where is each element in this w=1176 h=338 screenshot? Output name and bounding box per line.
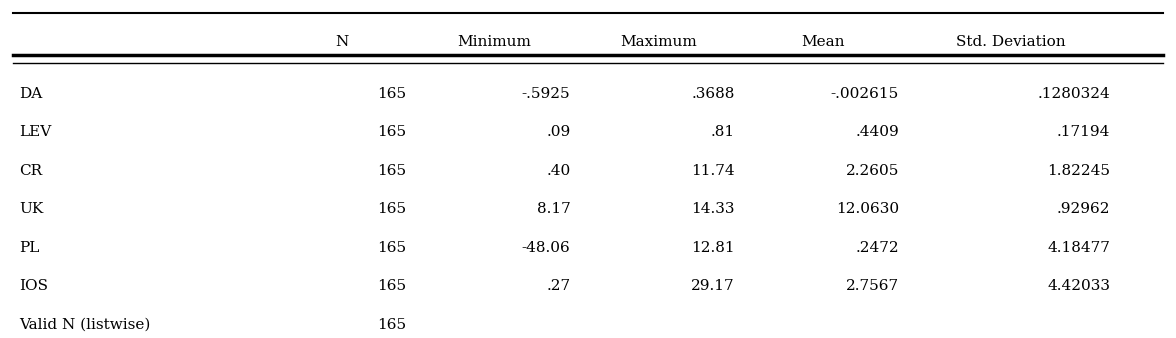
Text: 165: 165 [377,87,406,101]
Text: CR: CR [19,164,42,178]
Text: .40: .40 [546,164,570,178]
Text: -.002615: -.002615 [830,87,898,101]
Text: Mean: Mean [801,34,844,49]
Text: Std. Deviation: Std. Deviation [956,34,1065,49]
Text: 12.81: 12.81 [691,241,735,255]
Text: 29.17: 29.17 [691,279,735,293]
Text: Maximum: Maximum [620,34,696,49]
Text: 1.82245: 1.82245 [1047,164,1110,178]
Text: .4409: .4409 [855,125,898,139]
Text: DA: DA [19,87,42,101]
Text: .3688: .3688 [691,87,735,101]
Text: 165: 165 [377,279,406,293]
Text: 11.74: 11.74 [691,164,735,178]
Text: 2.2605: 2.2605 [846,164,898,178]
Text: .92962: .92962 [1056,202,1110,216]
Text: .2472: .2472 [855,241,898,255]
Text: 2.7567: 2.7567 [846,279,898,293]
Text: LEV: LEV [19,125,52,139]
Text: .09: .09 [546,125,570,139]
Text: 165: 165 [377,241,406,255]
Text: 165: 165 [377,318,406,332]
Text: 4.18477: 4.18477 [1047,241,1110,255]
Text: .81: .81 [710,125,735,139]
Text: -48.06: -48.06 [522,241,570,255]
Text: Valid N (listwise): Valid N (listwise) [19,318,151,332]
Text: 8.17: 8.17 [536,202,570,216]
Text: .17194: .17194 [1057,125,1110,139]
Text: .1280324: .1280324 [1037,87,1110,101]
Text: .27: .27 [547,279,570,293]
Text: UK: UK [19,202,44,216]
Text: 4.42033: 4.42033 [1047,279,1110,293]
Text: -.5925: -.5925 [522,87,570,101]
Text: 14.33: 14.33 [691,202,735,216]
Text: 12.0630: 12.0630 [836,202,898,216]
Text: 165: 165 [377,125,406,139]
Text: Minimum: Minimum [457,34,532,49]
Text: N: N [335,34,348,49]
Text: IOS: IOS [19,279,48,293]
Text: PL: PL [19,241,39,255]
Text: 165: 165 [377,202,406,216]
Text: 165: 165 [377,164,406,178]
